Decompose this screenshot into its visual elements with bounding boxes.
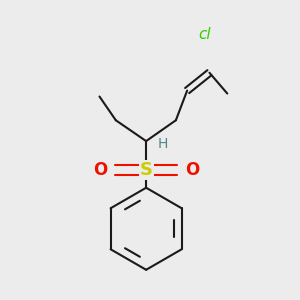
- Text: S: S: [140, 161, 153, 179]
- Text: O: O: [185, 161, 199, 179]
- Text: H: H: [158, 137, 168, 151]
- Text: O: O: [93, 161, 107, 179]
- Text: cl: cl: [199, 27, 211, 42]
